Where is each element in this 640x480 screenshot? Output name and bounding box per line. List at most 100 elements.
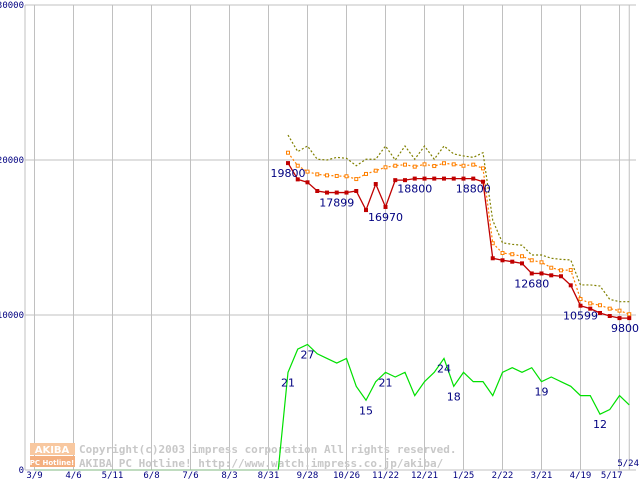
logo-akiba: AKIBA: [35, 445, 70, 456]
x-tick-label: 5/17: [601, 471, 623, 480]
logo-bottom-bg: [30, 456, 75, 467]
data-point-min: [559, 274, 563, 279]
data-point-average: [539, 260, 544, 265]
data-point-average: [373, 168, 378, 173]
data-label-min: 19800: [271, 167, 306, 180]
grid: [25, 4, 636, 470]
data-label-shops: 15: [359, 404, 373, 417]
data-point-average: [559, 268, 563, 273]
data-point-average: [588, 301, 593, 306]
data-point-min: [432, 176, 437, 181]
data-point-average: [422, 162, 427, 167]
data-point-average: [520, 254, 524, 259]
data-point-average: [383, 165, 388, 170]
data-label-shops: 19: [535, 386, 549, 399]
x-tick-label: 4/19: [570, 471, 592, 480]
data-point-min: [364, 208, 368, 213]
x-tick-label: 5/11: [102, 471, 124, 480]
x-tick-label: 9/28: [297, 471, 319, 480]
data-point-min: [607, 314, 612, 319]
logo-top-bg: [30, 443, 75, 455]
data-point-average: [412, 164, 417, 169]
data-label-shops: 24: [437, 362, 451, 375]
data-point-min: [295, 177, 300, 182]
data-point-min: [412, 176, 417, 181]
data-point-min: [354, 189, 359, 193]
data-point-min: [344, 190, 349, 195]
data-point-average: [354, 177, 359, 182]
x-tick-label: 3/9: [26, 471, 42, 480]
x-tick-label: 4/6: [65, 471, 81, 480]
data-point-min: [325, 190, 329, 195]
data-point-min: [334, 190, 339, 195]
data-point-min: [451, 176, 456, 181]
data-point-min: [373, 182, 378, 187]
data-point-min: [442, 176, 446, 181]
data-point-average: [510, 252, 515, 257]
data-point-average: [617, 308, 622, 313]
data-point-min: [568, 283, 573, 288]
series-line-average: [287, 152, 630, 315]
data-point-min: [481, 179, 485, 184]
data-point-average: [568, 268, 573, 273]
x-tick-label: 5/24: [617, 459, 639, 469]
data-point-min: [490, 256, 495, 261]
data-point-min: [578, 303, 583, 308]
data-point-min: [471, 176, 476, 181]
y-tick-label: 10000: [0, 311, 24, 321]
data-point-min: [383, 204, 388, 209]
data-point-min: [510, 259, 515, 264]
data-point-average: [315, 172, 320, 177]
data-point-min: [422, 176, 427, 181]
data-point-average: [403, 162, 407, 167]
data-point-min: [549, 273, 554, 278]
logo-pc-hotline: PC Hotline!: [30, 459, 74, 467]
data-point-average: [598, 303, 602, 308]
data-point-average: [295, 163, 300, 168]
data-point-min: [286, 161, 290, 166]
data-point-average: [607, 306, 612, 311]
data-point-min: [539, 271, 544, 276]
data-label-min: 10599: [563, 310, 598, 323]
x-tick-label: 11/22: [372, 471, 399, 480]
data-point-min: [529, 271, 534, 276]
data-point-average: [500, 251, 505, 255]
x-tick-label: 6/8: [143, 471, 159, 480]
data-point-average: [471, 162, 476, 167]
x-tick-label: 12/21: [411, 471, 438, 480]
data-point-average: [334, 173, 339, 178]
data-label-min: 16970: [368, 211, 403, 224]
x-tick-label: 8/31: [258, 471, 280, 480]
data-point-min: [461, 176, 466, 181]
data-point-average: [627, 312, 632, 317]
data-point-min: [393, 178, 398, 183]
data-point-min: [305, 180, 310, 185]
data-point-average: [344, 174, 349, 179]
data-label-min: 18800: [397, 183, 432, 196]
x-tick-label: 7/6: [182, 471, 198, 480]
data-point-average: [481, 166, 485, 171]
data-label-min: 18800: [456, 183, 491, 196]
data-point-min: [403, 178, 407, 183]
data-point-min: [520, 261, 524, 266]
annotations: 19800 17899 16970 18800 18800 12680 10599 9800 2…: [271, 167, 640, 431]
site-url-text: AKIBA PC Hotline! http://www.watch.impre…: [79, 457, 444, 470]
data-point-average: [461, 163, 466, 168]
data-label-min: 9800: [611, 322, 639, 335]
data-point-min: [617, 316, 622, 321]
data-point-average: [490, 241, 495, 246]
y-tick-label: 20000: [0, 156, 24, 166]
data-label-min: 12680: [514, 277, 549, 290]
x-tick-label: 3/21: [531, 471, 553, 480]
data-point-average: [578, 297, 583, 302]
x-tick-label: 10/26: [333, 471, 360, 480]
x-tick-label: 1/25: [453, 471, 475, 480]
data-label-shops: 21: [379, 376, 393, 389]
x-tick-label: 8/3: [221, 471, 237, 480]
data-label-shops: 12: [593, 418, 607, 431]
data-point-min: [500, 258, 505, 263]
data-label-shops: 21: [281, 376, 295, 389]
data-point-average: [364, 171, 368, 176]
